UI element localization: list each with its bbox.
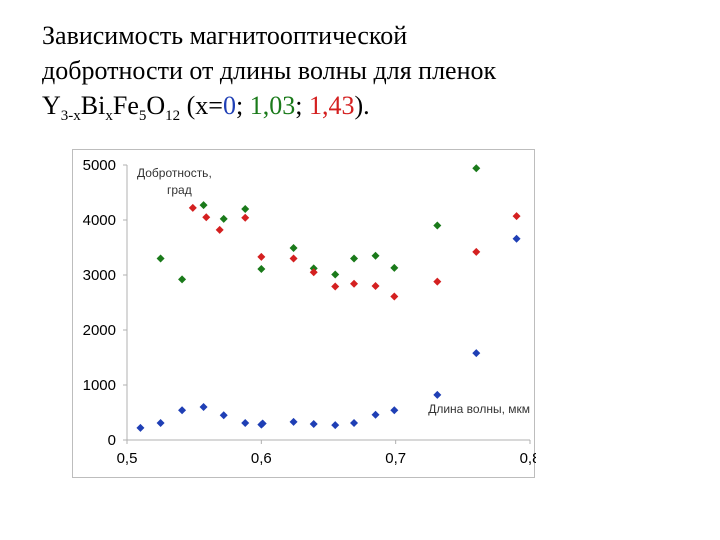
data-point-series-1 [257, 264, 266, 273]
data-point-series-2 [309, 268, 318, 277]
y-tick-label: 0 [108, 432, 116, 449]
data-point-series-2 [433, 277, 442, 286]
x-tick-label: 0,6 [251, 450, 272, 467]
data-point-series-2 [289, 254, 298, 263]
data-point-series-0 [472, 349, 481, 358]
data-point-series-1 [371, 251, 380, 260]
data-point-series-0 [241, 418, 250, 427]
data-point-series-1 [472, 164, 481, 173]
data-point-series-1 [350, 254, 359, 263]
data-point-series-2 [241, 213, 250, 222]
data-point-series-1 [289, 244, 298, 253]
y-tick-label: 5000 [83, 157, 116, 174]
data-point-series-0 [350, 418, 359, 427]
title-line-1: Зависимость магнитооптической [42, 21, 408, 50]
slide-title: Зависимость магнитооптической добротност… [42, 21, 497, 124]
data-point-series-1 [156, 254, 165, 263]
chart-frame [72, 149, 535, 478]
title-x2: 1,43 [308, 91, 355, 120]
data-point-series-0 [309, 420, 318, 429]
data-point-series-0 [331, 421, 340, 430]
y-tick-label: 4000 [83, 212, 116, 229]
title-x0: 0 [222, 91, 236, 120]
data-point-series-1 [331, 270, 340, 279]
data-point-series-2 [331, 282, 340, 291]
data-point-series-2 [371, 282, 380, 290]
data-point-series-1 [433, 221, 442, 230]
title-formula: Y3-xBixFe5O12 [42, 91, 181, 124]
data-point-series-0 [219, 411, 228, 420]
data-point-series-2 [472, 247, 481, 256]
data-point-series-0 [199, 403, 208, 411]
data-point-series-2 [512, 212, 521, 221]
x-tick-label: 0,8 [520, 450, 536, 467]
data-point-series-2 [188, 203, 197, 212]
data-point-series-2 [390, 292, 399, 301]
title-line-2: добротности от длины волны для пленок [42, 56, 497, 85]
scatter-chart: 0 1000 2000 3000 4000 5000 0,5 0,6 0,7 0,8 Добро… [72, 149, 536, 478]
data-point-series-1 [219, 214, 228, 223]
y-tick-label: 2000 [83, 322, 116, 339]
data-point-series-1 [241, 205, 250, 213]
data-point-series-0 [178, 406, 187, 415]
data-point-series-0 [136, 423, 145, 432]
data-point-series-0 [433, 390, 442, 399]
data-point-series-0 [258, 419, 267, 428]
data-point-series-0 [289, 417, 298, 426]
data-point-series-0 [512, 234, 521, 243]
data-point-series-1 [199, 201, 208, 210]
data-point-series-2 [257, 252, 266, 261]
y-axis-label: Добротность, град [137, 166, 212, 197]
x-tick-label: 0,5 [117, 450, 138, 467]
data-point-series-2 [202, 213, 211, 222]
title-x1: 1,03 [249, 91, 296, 120]
data-point-series-0 [156, 418, 165, 427]
data-point-series-0 [371, 410, 380, 419]
y-tick-label: 1000 [83, 377, 116, 394]
x-tick-label: 0,7 [385, 450, 406, 467]
y-tick-label: 3000 [83, 267, 116, 284]
data-point-series-2 [350, 279, 359, 288]
x-axis-label: Длина волны, мкм [428, 402, 530, 416]
data-point-series-0 [390, 406, 399, 415]
data-point-series-1 [390, 263, 399, 272]
data-point-series-2 [215, 225, 224, 234]
data-point-series-1 [178, 275, 187, 284]
title-paren-open: (x= [180, 91, 223, 120]
